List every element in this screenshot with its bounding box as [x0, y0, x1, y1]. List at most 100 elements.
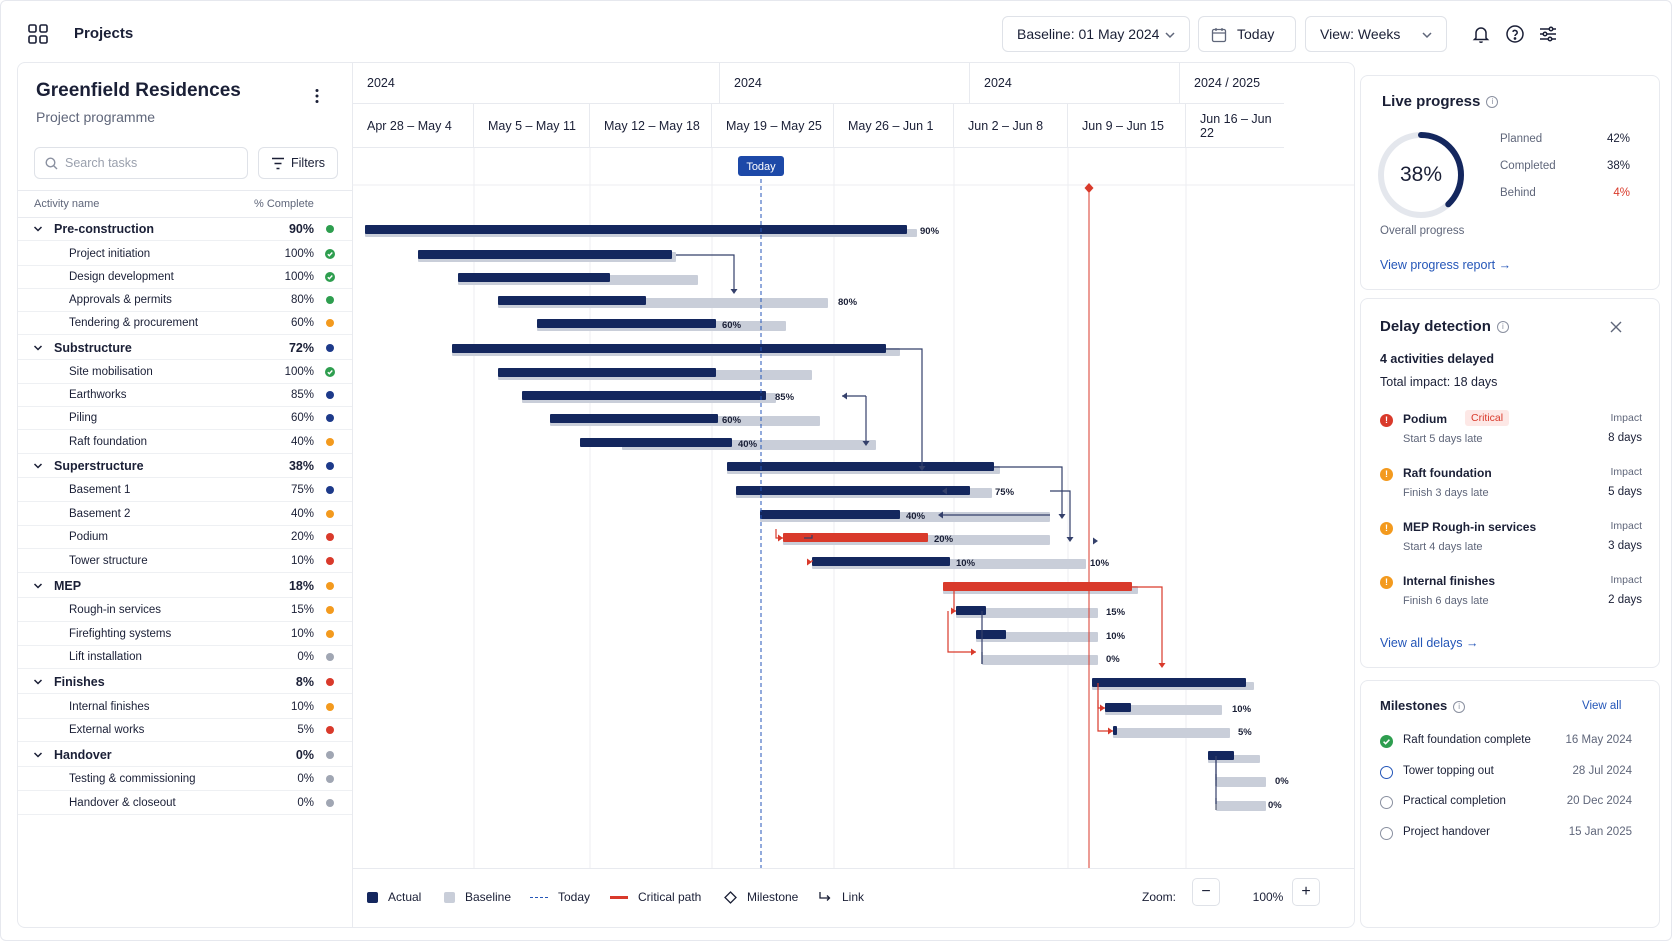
- table-row[interactable]: Handover & closeout 0%: [18, 792, 352, 815]
- status-dot: [326, 630, 334, 638]
- chevron-down-icon[interactable]: [33, 581, 43, 591]
- table-row[interactable]: Basement 2 40%: [18, 503, 352, 526]
- table-group-row[interactable]: Superstructure 38%: [18, 455, 352, 478]
- table-row[interactable]: Approvals & permits 80%: [18, 289, 352, 312]
- impact-label: Impact: [1610, 412, 1642, 424]
- deadline-milestone-diamond: [1084, 183, 1094, 193]
- percent-complete: 85%: [290, 389, 314, 401]
- table-group-row[interactable]: Substructure 72%: [18, 337, 352, 360]
- table-group-row[interactable]: Pre-construction 90%: [18, 218, 352, 241]
- table-row[interactable]: Podium 20%: [18, 526, 352, 549]
- legend-actual-label: Actual: [388, 890, 422, 904]
- info-icon[interactable]: i: [1453, 700, 1466, 713]
- delay-title: Delay detection i: [1380, 318, 1509, 335]
- activity-name: External works: [69, 724, 145, 736]
- milestones-view-all-link[interactable]: View all: [1582, 700, 1622, 712]
- status-dot: [326, 653, 334, 661]
- baseline-swatch: [444, 891, 455, 903]
- settings-sliders-icon[interactable]: [1538, 24, 1558, 44]
- table-row[interactable]: Project initiation 100%: [18, 243, 352, 266]
- activity-name: Piling: [69, 412, 98, 424]
- search-input[interactable]: Search tasks: [34, 147, 248, 179]
- legend-actual: Actual: [367, 890, 421, 904]
- delay-item[interactable]: ! Internal finishes Finish 6 days late Impa…: [1380, 574, 1642, 618]
- progress-arc: [1378, 132, 1464, 218]
- zoom-value: 100%: [1252, 890, 1284, 904]
- chevron-down-icon[interactable]: [33, 461, 43, 471]
- milestone-item[interactable]: Raft foundation complete 16 May 2024: [1380, 734, 1632, 754]
- actual-bar: [1208, 751, 1234, 760]
- filters-button[interactable]: Filters: [258, 147, 338, 179]
- table-group-row[interactable]: Handover 0%: [18, 744, 352, 767]
- delay-item[interactable]: ! Raft foundation Finish 3 days late Impact…: [1380, 466, 1642, 510]
- search-icon: [45, 157, 58, 170]
- table-row[interactable]: Site mobilisation 100%: [18, 361, 352, 384]
- link-arrowhead: [971, 648, 976, 656]
- close-icon[interactable]: [1610, 321, 1622, 333]
- baseline-bar: [956, 608, 1098, 618]
- arrow-right-icon: →: [1465, 636, 1479, 650]
- bar-percent-label: 85%: [775, 392, 795, 403]
- milestone-item[interactable]: Tower topping out 28 Jul 2024: [1380, 765, 1632, 785]
- info-icon[interactable]: i: [1486, 96, 1499, 109]
- actual-bar: [498, 296, 646, 305]
- table-row[interactable]: Lift installation 0%: [18, 646, 352, 669]
- error-icon: !: [1380, 414, 1393, 427]
- milestone-diamond-icon: [724, 890, 737, 904]
- table-row[interactable]: Internal finishes 10%: [18, 696, 352, 719]
- table-row[interactable]: External works 5%: [18, 719, 352, 742]
- today-marker-label: Today: [746, 161, 776, 173]
- more-vertical-icon[interactable]: [314, 88, 320, 104]
- table-group-row[interactable]: MEP 18%: [18, 575, 352, 598]
- delay-item[interactable]: ! MEP Rough-in services Start 4 days late I…: [1380, 520, 1642, 564]
- view-progress-report-link[interactable]: View progress report →: [1380, 258, 1511, 272]
- bar-percent-label: 75%: [995, 487, 1015, 498]
- view-select[interactable]: View: Weeks: [1305, 16, 1447, 52]
- table-row[interactable]: Tower structure 10%: [18, 550, 352, 573]
- percent-complete: 10%: [290, 628, 314, 640]
- table-row[interactable]: Rough-in services 15%: [18, 599, 352, 622]
- bell-icon[interactable]: [1471, 24, 1491, 44]
- apps-grid-icon[interactable]: [28, 24, 48, 44]
- chevron-down-icon[interactable]: [33, 343, 43, 353]
- link-arrowhead: [1158, 663, 1166, 668]
- table-group-row[interactable]: Finishes 8%: [18, 671, 352, 694]
- chevron-down-icon[interactable]: [33, 224, 43, 234]
- zoom-in-button[interactable]: +: [1292, 878, 1320, 906]
- timeline-week: Jun 2 – Jun 8: [954, 104, 1068, 148]
- table-row[interactable]: Testing & commissioning 0%: [18, 768, 352, 791]
- chevron-down-icon[interactable]: [33, 750, 43, 760]
- milestones-card: [1360, 680, 1660, 928]
- milestone-name: Practical completion: [1403, 795, 1506, 807]
- timeline-year: 2024 / 2025: [1180, 63, 1284, 104]
- activity-name: Podium: [69, 531, 108, 543]
- view-all-delays-link[interactable]: View all delays →: [1380, 636, 1478, 650]
- table-row[interactable]: Design development 100%: [18, 266, 352, 289]
- table-row[interactable]: Basement 1 75%: [18, 479, 352, 502]
- col-activity-header: Activity name: [34, 198, 100, 210]
- info-icon[interactable]: i: [1496, 321, 1509, 334]
- table-row[interactable]: Tendering & procurement 60%: [18, 312, 352, 335]
- dependency-link: [804, 535, 813, 539]
- baseline-select[interactable]: Baseline: 01 May 2024: [1002, 16, 1190, 52]
- table-row[interactable]: Raft foundation 40%: [18, 431, 352, 454]
- milestone-item[interactable]: Project handover 15 Jan 2025: [1380, 826, 1632, 846]
- critical-badge: Critical: [1465, 410, 1510, 426]
- status-dot: [326, 678, 334, 686]
- table-row[interactable]: Piling 60%: [18, 407, 352, 430]
- delay-item[interactable]: ! Podium Critical Start 5 days late Impact 8 …: [1380, 410, 1642, 456]
- table-row[interactable]: Firefighting systems 10%: [18, 623, 352, 646]
- table-row[interactable]: Earthworks 85%: [18, 384, 352, 407]
- timeline-week: Apr 28 – May 4: [353, 104, 474, 148]
- help-icon[interactable]: [1505, 24, 1525, 44]
- milestone-item[interactable]: Practical completion 20 Dec 2024: [1380, 795, 1632, 815]
- timeline-week: May 5 – May 11: [474, 104, 590, 148]
- check-circle-icon: [1380, 735, 1393, 748]
- completed-label: Completed: [1500, 160, 1556, 172]
- zoom-out-button[interactable]: −: [1192, 878, 1220, 906]
- bar-percent-label: 15%: [1106, 607, 1126, 618]
- link-arrowhead: [1058, 514, 1066, 519]
- today-button[interactable]: Today: [1198, 16, 1296, 52]
- live-progress-title: Live progress i: [1382, 93, 1499, 110]
- chevron-down-icon[interactable]: [33, 677, 43, 687]
